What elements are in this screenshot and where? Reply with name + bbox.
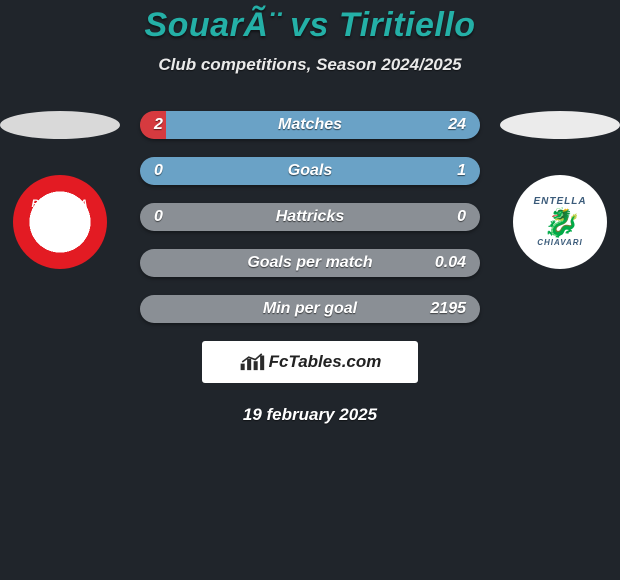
stat-row: Min per goal2195 — [140, 295, 480, 323]
fctables-watermark: FcTables.com — [202, 341, 418, 383]
left-badge-icon: ♞ — [31, 212, 88, 234]
right-team-badge: ENTELLA 🐉 CHIAVARI — [513, 175, 607, 269]
stat-right-value: 0 — [457, 208, 466, 226]
left-player-disc — [0, 111, 120, 139]
stat-left-value: 0 — [154, 208, 163, 226]
stat-row: 2Matches24 — [140, 111, 480, 139]
stat-label: Min per goal — [140, 300, 480, 318]
bar-chart-icon — [239, 351, 265, 373]
stat-label: Hattricks — [140, 208, 480, 226]
left-badge-year: 1905 — [31, 236, 88, 246]
fctables-label: FcTables.com — [269, 352, 382, 372]
stat-right-value: 2195 — [430, 300, 466, 318]
stat-right-value: 24 — [448, 116, 466, 134]
left-badge-inner: PERUGIA ♞ 1905 — [31, 199, 88, 246]
right-team-col: ENTELLA 🐉 CHIAVARI — [500, 111, 620, 269]
comparison-card: SouarÃ¨ vs Tiritiello Club competitions,… — [0, 0, 620, 580]
right-badge-inner: ENTELLA 🐉 CHIAVARI — [533, 197, 586, 247]
page-title: SouarÃ¨ vs Tiritiello — [0, 0, 620, 45]
subtitle: Club competitions, Season 2024/2025 — [0, 55, 620, 75]
stat-row: 0Goals1 — [140, 157, 480, 185]
stat-right-value: 0.04 — [435, 254, 466, 272]
stat-row: Goals per match0.04 — [140, 249, 480, 277]
stat-left-value: 0 — [154, 162, 163, 180]
stat-row: 0Hattricks0 — [140, 203, 480, 231]
right-player-disc — [500, 111, 620, 139]
stat-label: Goals — [140, 162, 480, 180]
right-badge-icon: 🐉 — [533, 209, 586, 237]
stats-table: 2Matches240Goals10Hattricks0Goals per ma… — [140, 111, 480, 323]
right-badge-top: ENTELLA — [533, 197, 586, 207]
left-team-col: PERUGIA ♞ 1905 — [0, 111, 120, 269]
stat-label: Goals per match — [140, 254, 480, 272]
main-area: PERUGIA ♞ 1905 ENTELLA 🐉 CHIAVARI 2Match… — [0, 111, 620, 425]
stat-left-value: 2 — [154, 116, 163, 134]
stat-label: Matches — [140, 116, 480, 134]
left-badge-name: PERUGIA — [31, 199, 88, 210]
date-label: 19 february 2025 — [0, 405, 620, 425]
left-team-badge: PERUGIA ♞ 1905 — [13, 175, 107, 269]
right-badge-bot: CHIAVARI — [533, 239, 586, 247]
stat-right-value: 1 — [457, 162, 466, 180]
